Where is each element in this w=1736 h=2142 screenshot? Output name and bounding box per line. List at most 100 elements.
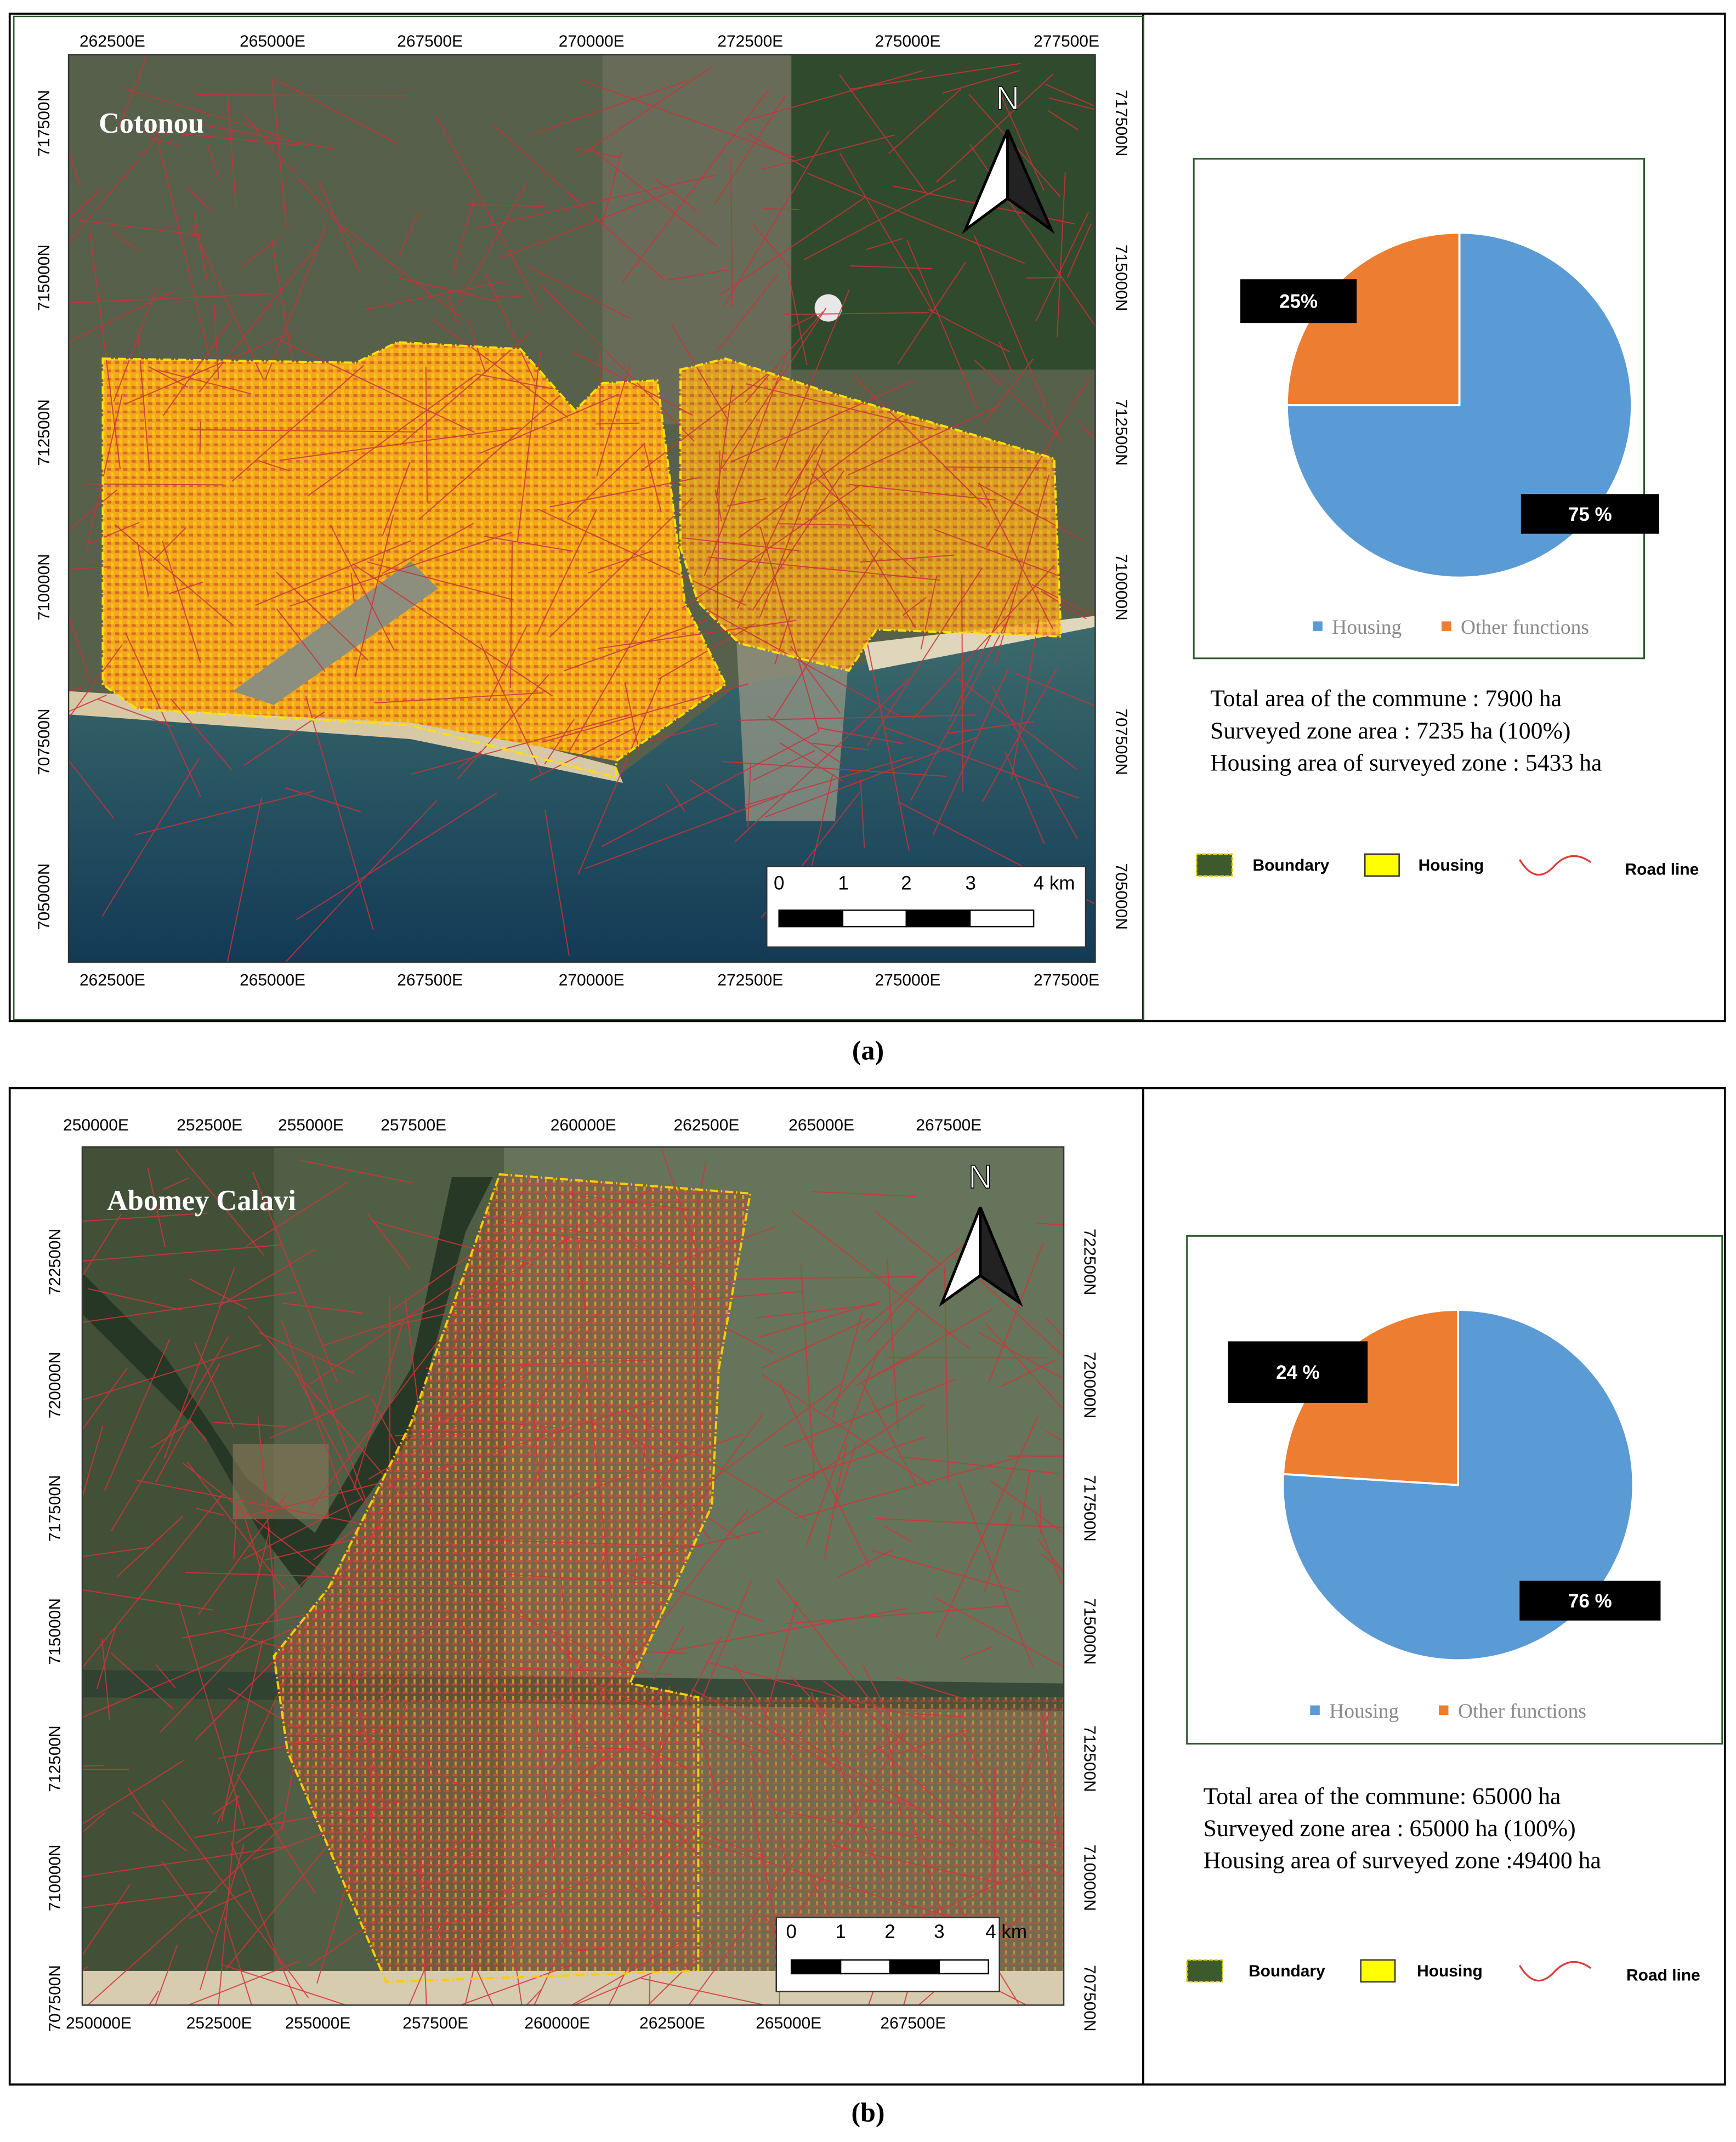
road — [221, 1639, 263, 1822]
road — [264, 225, 327, 380]
road — [88, 1288, 182, 1311]
road — [371, 1398, 438, 1523]
road — [113, 289, 157, 402]
road — [96, 1626, 117, 1690]
road — [392, 1212, 531, 1311]
road — [447, 296, 459, 325]
road — [124, 88, 283, 138]
road — [476, 174, 717, 229]
north-arrow — [1006, 129, 1055, 234]
scale-label: 2 — [901, 873, 911, 894]
road — [1041, 590, 1087, 620]
road — [324, 1755, 349, 1784]
road — [124, 332, 292, 405]
road — [82, 1425, 104, 1500]
road — [906, 1804, 943, 1913]
road — [634, 1403, 649, 1586]
road — [354, 514, 394, 678]
road — [127, 1787, 158, 1831]
road — [361, 280, 509, 311]
road — [822, 1680, 976, 1795]
road — [875, 1518, 1064, 1529]
road — [680, 537, 799, 552]
road — [242, 1527, 271, 1638]
road — [350, 572, 355, 600]
road — [323, 1280, 519, 1346]
road — [1041, 1711, 1060, 1846]
road — [647, 1941, 714, 2005]
road — [874, 1210, 943, 1266]
road — [416, 1784, 427, 2005]
road — [774, 617, 791, 664]
road — [585, 1363, 612, 1599]
scale-label: 2 — [884, 1921, 895, 1942]
road — [82, 1812, 105, 1833]
road — [949, 582, 1017, 721]
road — [225, 1792, 372, 1969]
road — [112, 232, 139, 252]
x-tick-label: 262500E — [80, 971, 145, 989]
road — [243, 1497, 364, 1560]
road — [571, 1187, 586, 1311]
road — [236, 1774, 316, 1894]
road — [850, 265, 932, 269]
road — [509, 541, 513, 688]
road — [944, 1266, 949, 1482]
stat-line: Housing area of surveyed zone : 5433 ha — [1210, 750, 1602, 776]
road — [472, 1960, 494, 2005]
road — [517, 350, 541, 542]
road — [764, 736, 977, 818]
road — [861, 1382, 917, 1486]
road — [189, 1418, 207, 1442]
road — [629, 1636, 722, 1811]
y-tick-label: 722500N — [1080, 1229, 1098, 1296]
road — [695, 1720, 722, 1808]
value-label-box — [1240, 279, 1357, 323]
road — [824, 1443, 847, 1559]
road — [812, 742, 869, 751]
road — [540, 283, 695, 442]
road — [745, 311, 824, 404]
road — [657, 623, 756, 680]
road — [299, 1160, 411, 1183]
value-label-box — [1521, 494, 1659, 534]
y-tick-label: 710000N — [1112, 554, 1130, 621]
map-imagery — [69, 54, 1096, 963]
scale-segment — [839, 1959, 891, 1975]
x-tick-label: 255000E — [278, 1116, 344, 1134]
scale-box — [775, 1917, 1000, 1992]
road — [825, 1308, 920, 1412]
road — [772, 1721, 956, 1832]
road — [148, 1991, 159, 2005]
road — [513, 1376, 588, 1523]
road — [199, 421, 201, 452]
road — [762, 134, 895, 170]
road — [375, 1672, 407, 1705]
road — [252, 1172, 338, 1383]
road — [412, 1370, 536, 1438]
road — [195, 1603, 332, 1741]
x-tick-label: 265000E — [756, 2014, 821, 2032]
road — [246, 1181, 348, 1247]
road — [745, 70, 924, 121]
road — [398, 212, 419, 257]
road — [608, 1861, 681, 2005]
y-tick-label: 705000N — [35, 863, 53, 930]
legend-housing — [1364, 853, 1400, 877]
road — [912, 565, 1055, 720]
road — [506, 1573, 656, 1584]
road-network — [69, 55, 1096, 963]
legend-swatch — [1313, 621, 1323, 631]
road — [994, 474, 1050, 665]
road — [832, 1311, 863, 1418]
road — [213, 1422, 287, 1427]
road — [601, 732, 818, 848]
road — [82, 1344, 262, 1401]
road — [790, 1209, 970, 1349]
road — [69, 644, 123, 719]
road — [815, 1756, 880, 1794]
road — [847, 405, 1000, 476]
road — [445, 1538, 585, 1672]
road — [347, 1725, 382, 1757]
